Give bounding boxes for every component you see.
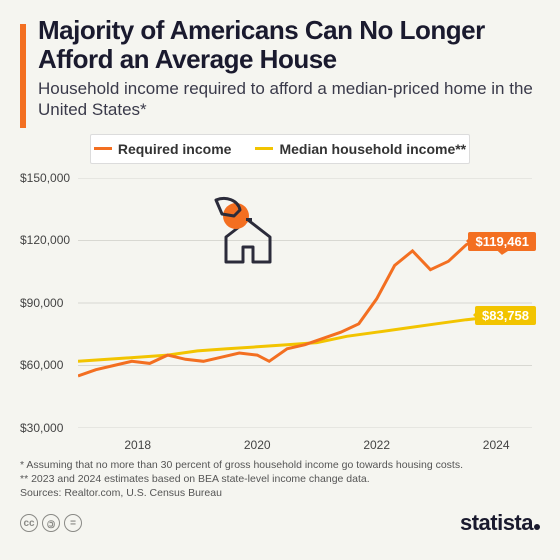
y-tick-label: $90,000 [20,296,63,310]
x-tick-label: 2024 [483,438,510,452]
legend-label-median: Median household income** [279,141,466,157]
chart-title: Majority of Americans Can No Longer Affo… [38,16,540,73]
y-tick-label: $150,000 [20,171,70,185]
end-label-required: $119,461 [468,232,536,251]
x-tick-label: 2020 [244,438,271,452]
legend-swatch-required [94,147,112,150]
legend-item-median: Median household income** [255,141,466,157]
cc-license-icons: cc 🄯 = [20,514,82,532]
brand-logo: statista [460,510,540,536]
chart-area: $119,461 $83,758 $30,000 $60,000 $90,000 $1… [20,170,540,450]
accent-bar [20,24,26,128]
y-tick-label: $120,000 [20,233,70,247]
y-tick-label: $30,000 [20,421,63,435]
nd-icon: = [64,514,82,532]
plot-region: $119,461 $83,758 [78,178,532,428]
legend-swatch-median [255,147,273,150]
y-tick-label: $60,000 [20,358,63,372]
end-label-median: $83,758 [475,306,536,325]
brand-dot [534,524,540,530]
footnote-sources: Sources: Realtor.com, U.S. Census Bureau [20,486,540,500]
cc-icon: cc [20,514,38,532]
footnote-1: * Assuming that no more than 30 percent … [20,458,540,472]
by-icon: 🄯 [42,514,60,532]
chart-svg [78,178,532,428]
legend-item-required: Required income [94,141,232,157]
legend-label-required: Required income [118,141,232,157]
x-tick-label: 2022 [363,438,390,452]
x-tick-label: 2018 [124,438,151,452]
infographic-card: Majority of Americans Can No Longer Affo… [0,0,560,560]
legend: Required income Median household income*… [90,134,470,164]
footer: cc 🄯 = statista [20,510,540,536]
footnotes: * Assuming that no more than 30 percent … [20,458,540,501]
piggy-house-icon [198,192,288,272]
title-block: Majority of Americans Can No Longer Affo… [38,16,540,120]
footnote-2: ** 2023 and 2024 estimates based on BEA … [20,472,540,486]
chart-subtitle: Household income required to afford a me… [38,79,540,120]
